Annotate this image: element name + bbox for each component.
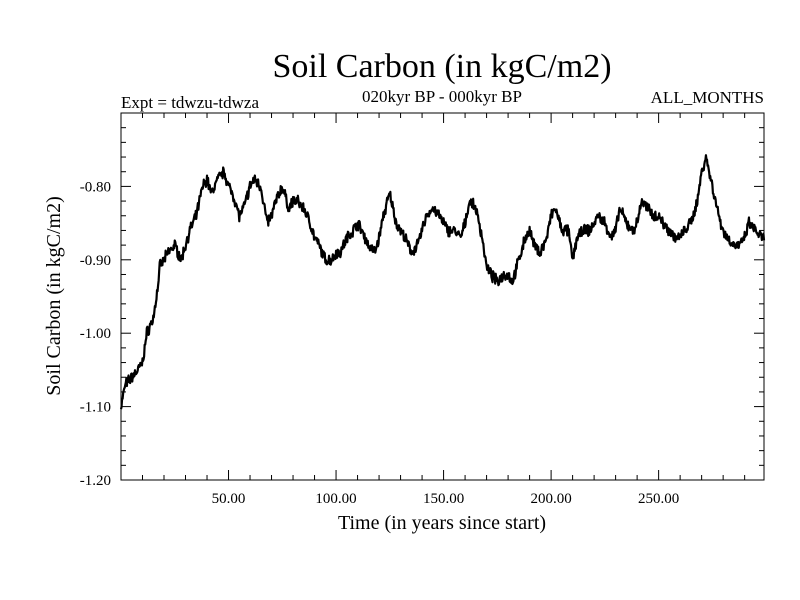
y-tick-label: -1.10 bbox=[80, 400, 111, 416]
y-tick-label: -1.20 bbox=[80, 473, 111, 489]
x-axis-title: Time (in years since start) bbox=[338, 512, 546, 534]
x-tick-label: 100.00 bbox=[315, 491, 356, 507]
x-tick-labels: 50.00 100.00 150.00 200.00 250.00 bbox=[212, 491, 680, 507]
y-tick-label: -0.80 bbox=[80, 179, 111, 195]
experiment-label: Expt = tdwzu-tdwza bbox=[121, 93, 259, 112]
x-tick-label: 200.00 bbox=[530, 491, 571, 507]
axis-ticks bbox=[121, 113, 764, 480]
chart-title: Soil Carbon (in kgC/m2) bbox=[272, 48, 611, 85]
period-label: 020kyr BP - 000kyr BP bbox=[362, 87, 522, 106]
x-tick-label: 50.00 bbox=[212, 491, 246, 507]
y-tick-label: -1.00 bbox=[80, 326, 111, 342]
months-label: ALL_MONTHS bbox=[651, 88, 764, 107]
series-line-soil-carbon bbox=[119, 154, 766, 410]
plot-frame bbox=[120, 112, 765, 481]
x-tick-label: 250.00 bbox=[638, 491, 679, 507]
x-tick-label: 150.00 bbox=[423, 491, 464, 507]
y-tick-labels: -1.20 -1.10 -1.00 -0.90 -0.80 bbox=[80, 179, 111, 489]
y-tick-label: -0.90 bbox=[80, 253, 111, 269]
y-axis-title: Soil Carbon (in kgC/m2) bbox=[43, 196, 65, 395]
